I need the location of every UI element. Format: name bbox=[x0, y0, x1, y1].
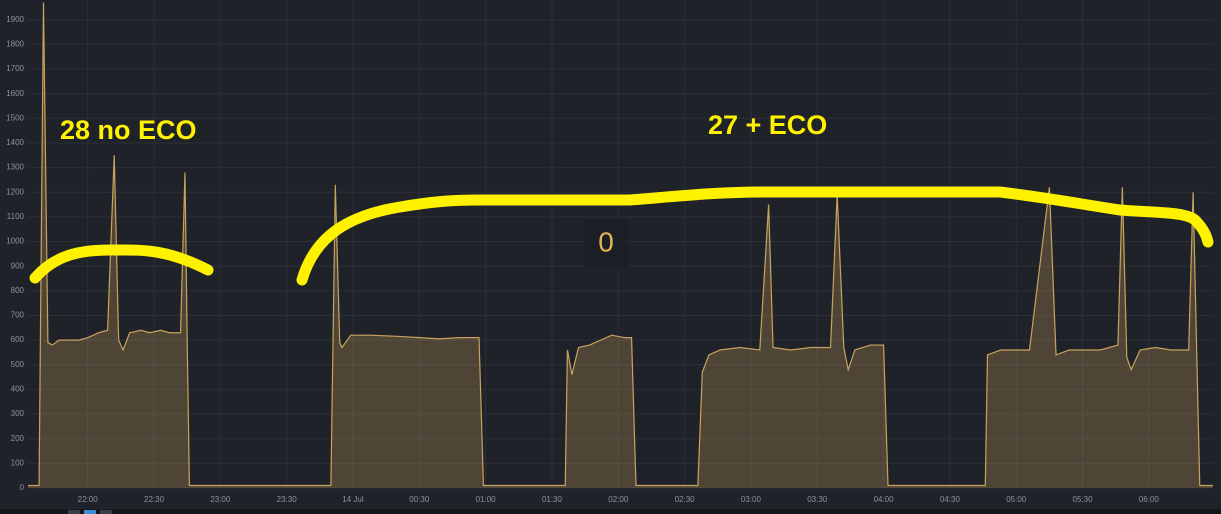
y-tick-label: 1200 bbox=[6, 187, 24, 196]
line bbox=[28, 2, 1213, 487]
toolbar-button[interactable] bbox=[84, 510, 96, 514]
bottom-bar bbox=[0, 509, 1221, 514]
x-tick-label: 04:30 bbox=[940, 495, 961, 504]
y-tick-label: 0 bbox=[20, 483, 25, 492]
x-tick-label: 03:30 bbox=[807, 495, 828, 504]
y-tick-label: 900 bbox=[11, 261, 25, 270]
y-tick-label: 300 bbox=[11, 409, 25, 418]
area-fill bbox=[28, 2, 1213, 488]
y-tick-label: 700 bbox=[11, 311, 25, 320]
x-tick-label: 01:30 bbox=[542, 495, 563, 504]
x-tick-label: 22:00 bbox=[78, 495, 99, 504]
x-tick-label: 05:30 bbox=[1073, 495, 1094, 504]
y-tick-label: 1100 bbox=[7, 212, 25, 221]
y-tick-label: 1300 bbox=[6, 163, 24, 172]
x-tick-label: 22:30 bbox=[144, 495, 165, 504]
x-tick-label: 02:30 bbox=[675, 495, 696, 504]
highlight-stroke bbox=[296, 186, 1214, 286]
highlight-stroke bbox=[29, 244, 214, 284]
y-tick-label: 1500 bbox=[6, 113, 24, 122]
toolbar-button[interactable] bbox=[68, 510, 80, 514]
x-tick-label: 04:00 bbox=[874, 495, 895, 504]
x-tick-label: 06:00 bbox=[1139, 495, 1160, 504]
y-tick-label: 1700 bbox=[6, 64, 24, 73]
y-tick-label: 1900 bbox=[6, 15, 24, 24]
overlay-value: 0 bbox=[598, 226, 614, 257]
x-tick-label: 23:00 bbox=[210, 495, 231, 504]
y-tick-label: 500 bbox=[11, 360, 25, 369]
y-tick-label: 1000 bbox=[6, 237, 24, 246]
x-tick-label: 01:00 bbox=[476, 495, 497, 504]
y-tick-label: 400 bbox=[11, 385, 25, 394]
x-tick-label: 05:00 bbox=[1006, 495, 1027, 504]
y-tick-label: 200 bbox=[11, 434, 25, 443]
y-tick-label: 800 bbox=[11, 286, 25, 295]
annotation: 28 no ECO bbox=[60, 115, 197, 145]
y-tick-label: 1800 bbox=[6, 39, 24, 48]
annotation: 27 + ECO bbox=[708, 110, 827, 140]
x-tick-label: 02:00 bbox=[608, 495, 629, 504]
x-tick-label: 23:30 bbox=[277, 495, 298, 504]
y-tick-label: 600 bbox=[11, 335, 25, 344]
grid: 0 100 200 300 400 500 600 700 800 900 1000 1100 1200… bbox=[6, 0, 1213, 504]
marks bbox=[28, 2, 1213, 488]
value-box bbox=[584, 220, 628, 268]
y-tick-label: 1400 bbox=[6, 138, 24, 147]
x-tick-label: 14 Jul bbox=[342, 495, 364, 504]
y-tick-label: 1600 bbox=[6, 89, 24, 98]
toolbar-button[interactable] bbox=[100, 510, 112, 514]
x-tick-label: 00:30 bbox=[409, 495, 430, 504]
y-tick-label: 100 bbox=[11, 458, 25, 467]
x-tick-label: 03:00 bbox=[741, 495, 762, 504]
